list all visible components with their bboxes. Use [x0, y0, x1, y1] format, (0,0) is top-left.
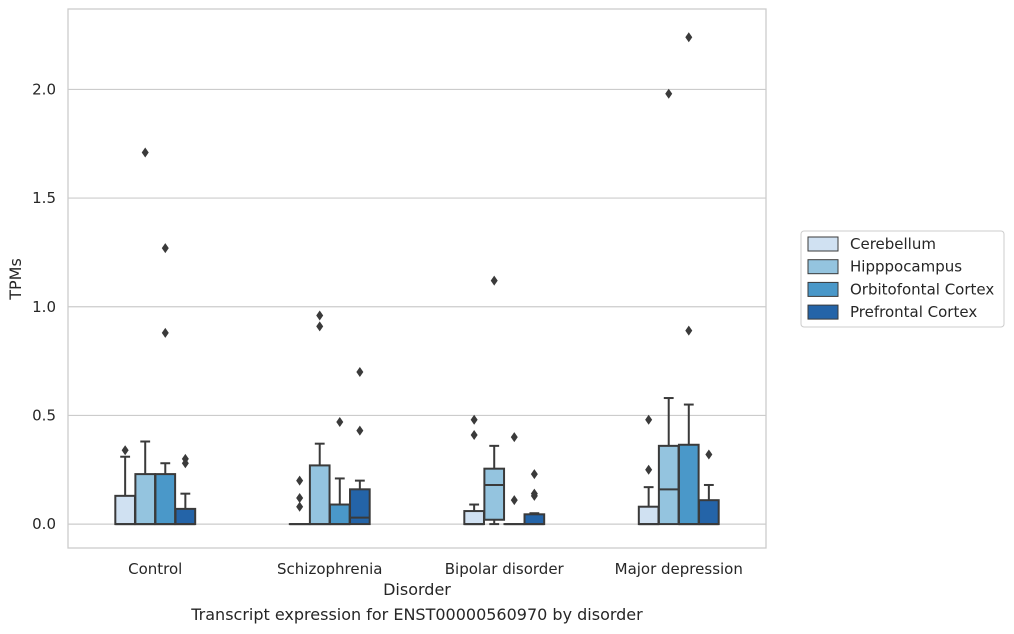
box-prefrontal-cortex [698, 449, 720, 526]
boxes-layer [114, 32, 720, 526]
outlier-point [685, 325, 693, 336]
outlier-point [161, 243, 169, 254]
x-tick-label: Bipolar disorder [445, 560, 565, 578]
box-hipppocampus [134, 147, 157, 526]
outlier-point [490, 275, 498, 286]
box-cerebellum [463, 414, 485, 526]
outlier-point [470, 429, 478, 440]
legend-label: Cerebellum [850, 235, 936, 253]
outlier-point [685, 32, 693, 43]
outlier-point [296, 493, 304, 504]
y-tick-label: 1.5 [32, 189, 56, 207]
figure-caption: Transcript expression for ENST0000056097… [191, 605, 643, 624]
y-axis-title: TPMs [6, 258, 25, 301]
y-tick-label: 2.0 [32, 80, 56, 98]
box-body [677, 443, 700, 526]
box-body [114, 494, 136, 526]
legend-label: Prefrontal Cortex [850, 303, 977, 321]
outlier-point [470, 414, 478, 425]
outlier-point [645, 464, 653, 475]
box-orbitofontal-cortex [328, 416, 351, 526]
box-hipppocampus [308, 310, 331, 526]
legend-swatch [807, 259, 839, 275]
box-cerebellum [114, 445, 136, 526]
outlier-point [296, 475, 304, 486]
y-tick-label: 1.0 [32, 298, 56, 316]
outlier-point [316, 321, 324, 332]
box-body [154, 473, 177, 526]
y-tick-labels: 0.0 0.5 1.0 1.5 2.0 [32, 80, 56, 533]
outlier-point [181, 453, 189, 464]
box-body [637, 505, 660, 526]
legend-label: Orbitofontal Cortex [850, 280, 994, 298]
legend: Cerebellum Hipppocampus Orbitofontal Corte… [800, 230, 1005, 328]
outlier-point [316, 310, 324, 321]
box-body [174, 507, 197, 526]
outlier-point [296, 501, 304, 512]
box-body [328, 503, 351, 526]
outlier-point [530, 469, 538, 480]
legend-label: Hipppocampus [850, 258, 962, 276]
box-body [308, 464, 331, 526]
x-axis-title: Disorder [383, 580, 451, 599]
box-cerebellum [288, 475, 311, 526]
y-tick-label: 0.5 [32, 406, 56, 424]
outlier-point [530, 488, 538, 499]
box-body [134, 473, 157, 526]
x-tick-label: Schizophrenia [277, 560, 382, 578]
outlier-point [121, 445, 129, 456]
box-orbitofontal-cortex [503, 432, 526, 526]
outlier-point [141, 147, 149, 158]
box-orbitofontal-cortex [154, 243, 177, 526]
outlier-point [645, 414, 653, 425]
outlier-point [510, 495, 518, 506]
box-orbitofontal-cortex [677, 32, 700, 526]
box-cerebellum [637, 414, 660, 526]
box-body [463, 510, 485, 526]
outlier-point [665, 88, 673, 99]
x-tick-label: Control [128, 560, 182, 578]
box-hipppocampus [483, 275, 506, 526]
outlier-point [356, 425, 364, 436]
outlier-point [336, 416, 344, 427]
outlier-point [510, 432, 518, 443]
y-tick-label: 0.0 [32, 515, 56, 533]
box-body [349, 488, 371, 526]
box-body [523, 513, 546, 526]
legend-swatch [807, 236, 839, 252]
plot-area-frame [67, 8, 767, 549]
outlier-point [161, 327, 169, 338]
outlier-point [705, 449, 713, 460]
box-body [483, 467, 506, 521]
box-body [657, 444, 680, 526]
legend-swatch [807, 281, 839, 297]
box-prefrontal-cortex [174, 453, 197, 526]
outlier-point [356, 366, 364, 377]
legend-swatch [807, 304, 839, 320]
x-tick-label: Major depression [615, 560, 743, 578]
box-prefrontal-cortex [349, 366, 371, 526]
x-tick-labels: Control Schizophrenia Bipolar disorder Majo… [128, 560, 743, 578]
box-body [698, 499, 720, 526]
box-prefrontal-cortex [523, 469, 546, 526]
legend-frame [800, 230, 1005, 328]
